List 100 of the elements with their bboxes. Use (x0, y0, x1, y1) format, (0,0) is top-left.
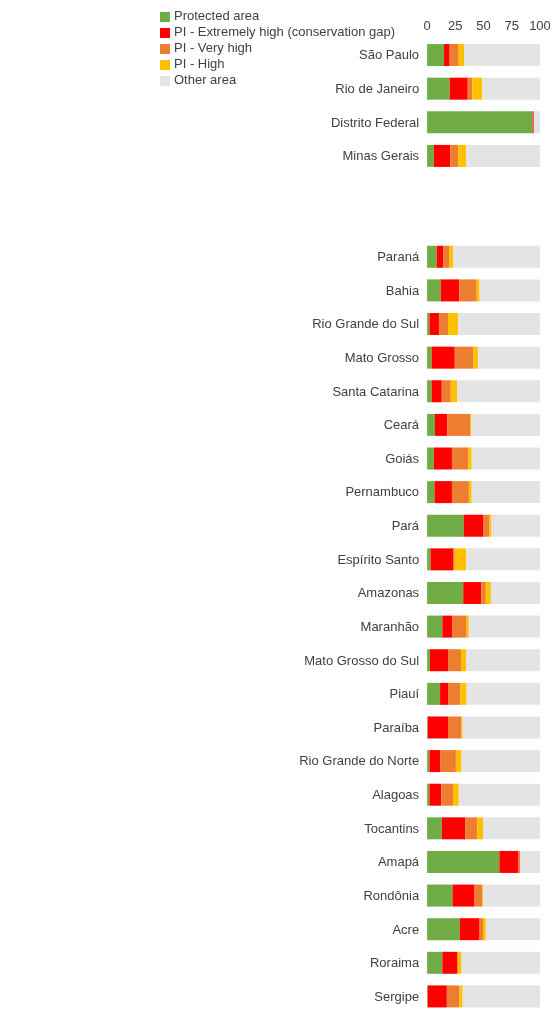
bar (466, 144, 540, 167)
bar (482, 884, 540, 907)
bar (427, 985, 447, 1008)
bar (499, 850, 519, 873)
y-tick-label: Goiás (385, 450, 420, 466)
bar (446, 985, 460, 1008)
bar (471, 413, 540, 436)
bar (481, 581, 486, 604)
bar (460, 682, 467, 705)
y-tick-label: Rio Grande do Sul (312, 316, 420, 332)
y-tick-label: Acre (392, 921, 420, 937)
bar (433, 144, 451, 167)
bar (479, 279, 540, 302)
y-tick-label: São Paulo (359, 47, 420, 63)
bar (431, 346, 455, 369)
bar (457, 380, 540, 403)
bar (461, 951, 540, 974)
bar (429, 313, 439, 336)
y-tick-label: Pará (391, 518, 420, 534)
y-tick-label: Amapá (377, 854, 420, 870)
x-tick-label: 50 (476, 18, 491, 33)
bar (459, 985, 463, 1008)
bar (427, 581, 464, 604)
bar (435, 413, 448, 436)
bar (454, 548, 467, 571)
bar (427, 44, 445, 67)
bar (461, 750, 540, 773)
y-tick-label: Ceará (383, 417, 420, 433)
bar (442, 951, 458, 974)
x-tick-label: 75 (504, 18, 520, 33)
bar (466, 649, 540, 672)
y-tick-label: Piauí (389, 686, 420, 702)
y-tick-label: Paraíba (373, 719, 420, 735)
bar (458, 144, 467, 167)
bar (440, 750, 456, 773)
bar (427, 413, 436, 436)
bar (429, 750, 441, 773)
bar (468, 447, 472, 470)
bar (453, 783, 459, 806)
bar (463, 581, 482, 604)
x-tick-label: 0 (423, 18, 431, 33)
bar (427, 111, 533, 134)
bar (451, 481, 469, 504)
bar (468, 615, 540, 638)
y-tick-label: Roraima (369, 955, 420, 971)
bar (427, 884, 453, 907)
bar (453, 245, 540, 268)
bar (462, 985, 540, 1008)
bar (447, 682, 461, 705)
y-tick-label: Santa Catarina (332, 383, 420, 399)
bar (430, 548, 454, 571)
x-tick-label: 100 (529, 18, 551, 33)
y-tick-label: Tocantins (364, 820, 420, 836)
y-tick-label: Paraná (377, 249, 420, 265)
bar (441, 817, 466, 840)
bar (429, 783, 442, 806)
bar (447, 313, 459, 336)
bar (440, 682, 448, 705)
bar (471, 447, 540, 470)
y-tick-label: Minas Gerais (342, 148, 420, 164)
y-tick-label: Pernambuco (345, 484, 420, 500)
bar (433, 447, 452, 470)
bar (449, 245, 454, 268)
bar (441, 783, 454, 806)
bar (447, 649, 461, 672)
bar (427, 716, 448, 739)
bar (427, 615, 443, 638)
bar (491, 514, 540, 537)
bar (438, 313, 448, 336)
bar (460, 649, 467, 672)
y-tick-label: Espírito Santo (337, 551, 420, 567)
bar (459, 918, 480, 941)
legend-label: Other area (174, 72, 237, 87)
bar (427, 682, 441, 705)
bar (471, 481, 540, 504)
bar (451, 447, 469, 470)
bar (443, 245, 450, 268)
legend-label: PI - Extremely high (conservation gap) (174, 24, 396, 39)
bar (477, 817, 483, 840)
y-tick-label: Bahia (385, 282, 420, 298)
bar (427, 346, 432, 369)
bar (485, 918, 540, 941)
bar (474, 884, 483, 907)
bar (427, 649, 430, 672)
bar (466, 548, 540, 571)
bar (447, 716, 462, 739)
x-tick-label: 25 (448, 18, 463, 33)
bar (427, 481, 435, 504)
bar (427, 850, 500, 873)
bar (473, 346, 478, 369)
bar (482, 514, 490, 537)
bar (482, 77, 540, 100)
y-tick-label: Sergipe (374, 988, 420, 1004)
bar (427, 514, 464, 537)
bar (465, 817, 478, 840)
bar (458, 313, 540, 336)
bar (533, 111, 540, 134)
y-tick-label: Mato Grosso (344, 350, 420, 366)
bar (462, 716, 540, 739)
bar (427, 918, 460, 941)
